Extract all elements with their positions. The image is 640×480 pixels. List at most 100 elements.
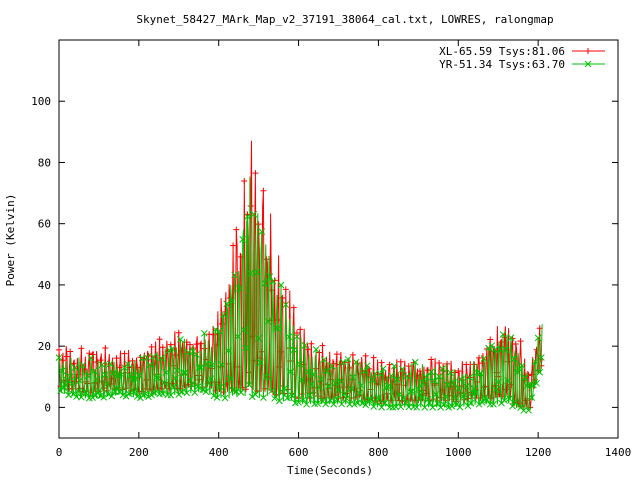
legend-marker-1: [584, 60, 592, 68]
x-tick-label: 1400: [605, 446, 632, 459]
series-point-1: [239, 236, 247, 243]
series-point-1: [193, 351, 200, 358]
x-tick-label: 1000: [445, 446, 472, 459]
series-point-0: [297, 326, 304, 333]
series-point-1: [287, 368, 294, 376]
series-point-0: [241, 178, 248, 185]
x-tick-label: 1200: [525, 446, 552, 459]
series-point-0: [278, 348, 285, 355]
series-point-0: [172, 351, 179, 358]
series-point-1: [109, 369, 117, 377]
series-point-1: [226, 375, 234, 383]
series-point-1: [199, 386, 207, 394]
series-point-1: [514, 368, 521, 376]
series-point-1: [216, 383, 224, 391]
series-point-1: [442, 393, 449, 401]
series-point-0: [397, 358, 404, 365]
series-point-1: [435, 373, 443, 380]
series-point-0: [487, 336, 494, 343]
series-point-1: [295, 398, 302, 406]
series-point-1: [339, 358, 347, 366]
series-point-1: [263, 373, 270, 381]
series-point-1: [381, 399, 389, 407]
series-point-1: [395, 391, 403, 398]
series-point-1: [130, 388, 138, 395]
series-point-1: [191, 389, 199, 397]
series-point-1: [149, 353, 157, 360]
series-point-1: [162, 369, 170, 376]
series-point-1: [84, 372, 92, 380]
series-point-1: [456, 403, 464, 411]
series-point-1: [242, 344, 250, 352]
series-point-1: [218, 361, 226, 369]
legend-marker-0: [585, 48, 591, 54]
series-point-1: [93, 376, 101, 383]
series-point-1: [391, 362, 398, 370]
series-point-1: [462, 382, 470, 390]
series-point-1: [415, 385, 422, 393]
series-point-0: [156, 336, 163, 343]
series-point-0: [193, 341, 200, 348]
series-point-1: [224, 347, 232, 354]
series-point-1: [68, 380, 76, 387]
series-point-1: [260, 394, 267, 401]
series-point-0: [158, 386, 165, 393]
series-point-1: [357, 381, 365, 389]
series-point-1: [387, 372, 395, 380]
series-point-1: [529, 381, 537, 389]
series-point-1: [282, 301, 290, 308]
series-point-1: [293, 333, 301, 340]
series-point-1: [244, 213, 251, 220]
series-point-1: [501, 397, 508, 404]
series-point-1: [202, 388, 210, 396]
plot-frame: [58, 39, 619, 439]
series-point-1: [360, 367, 368, 375]
y-tick-label: 60: [38, 218, 51, 231]
series-point-1: [480, 355, 488, 362]
series-point-0: [436, 360, 443, 367]
series-point-0: [206, 331, 213, 338]
series-point-1: [170, 383, 178, 391]
series-point-1: [470, 385, 478, 393]
series-point-1: [108, 392, 116, 400]
series-point-1: [315, 384, 323, 391]
series-point-1: [407, 388, 414, 396]
series-point-0: [316, 349, 323, 356]
series-point-1: [237, 389, 245, 396]
series-point-1: [207, 375, 215, 383]
series-point-1: [349, 373, 357, 381]
series-point-1: [135, 372, 143, 379]
series-point-1: [89, 394, 96, 402]
series-point-1: [328, 362, 336, 370]
series-point-1: [103, 380, 111, 388]
series-point-1: [341, 390, 349, 397]
series-point-1: [525, 406, 532, 414]
series-point-1: [467, 399, 475, 407]
series-point-1: [375, 394, 382, 401]
series-point-1: [95, 387, 103, 395]
series-point-1: [125, 390, 133, 398]
series-point-1: [186, 376, 194, 384]
series-point-0: [349, 351, 356, 358]
series-point-0: [452, 369, 459, 376]
x-tick-label: 400: [209, 446, 229, 459]
series-point-1: [253, 268, 261, 276]
series-point-1: [422, 373, 430, 381]
series-point-1: [483, 396, 491, 404]
series-point-1: [177, 336, 184, 343]
series-point-1: [298, 376, 306, 384]
series-point-1: [533, 379, 540, 387]
series-point-0: [319, 342, 326, 349]
series-point-1: [269, 278, 277, 285]
series-point-1: [271, 395, 278, 402]
series-point-1: [98, 361, 106, 369]
series-point-1: [151, 389, 159, 397]
series-point-1: [306, 391, 314, 399]
series-point-1: [248, 393, 256, 401]
series-point-0: [428, 356, 435, 363]
series-point-1: [127, 372, 135, 379]
series-point-1: [220, 311, 227, 318]
x-tick-label: 600: [289, 446, 309, 459]
series-point-1: [200, 329, 208, 337]
